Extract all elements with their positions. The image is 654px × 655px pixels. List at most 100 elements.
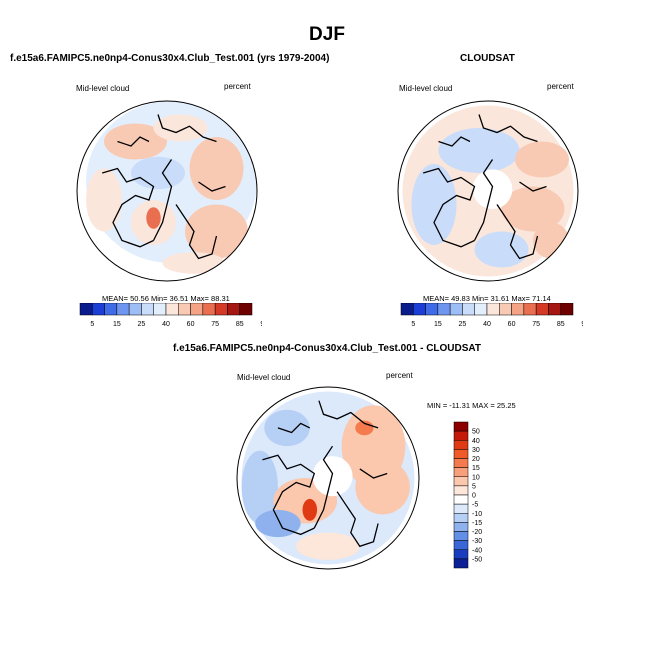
- colorbar-tick-label: 75: [211, 321, 219, 328]
- colorbar-tick-label: 85: [236, 321, 244, 328]
- colorbar-swatch: [453, 449, 469, 459]
- colorbar-swatch: [462, 303, 475, 316]
- colorbar-tick-label: 75: [532, 321, 540, 328]
- coastline: [496, 204, 539, 260]
- colorbar-tick-label: 50: [472, 429, 480, 436]
- panel-3-variable: Mid-level cloud: [237, 373, 291, 382]
- colorbar-swatch: [128, 303, 142, 316]
- coastline: [102, 167, 155, 248]
- colorbar-swatch: [104, 303, 118, 316]
- coastline: [117, 136, 150, 147]
- colorbar-tick-label: 40: [483, 321, 491, 328]
- coastline: [478, 114, 538, 143]
- colorbar-tick-label: 10: [472, 474, 480, 481]
- coastline: [359, 468, 388, 479]
- field-region: [162, 252, 226, 274]
- colorbar-swatch: [202, 303, 216, 316]
- colorbar-swatch: [474, 303, 488, 316]
- field-layer: [241, 391, 415, 565]
- colorbar-tick-label: 15: [472, 465, 480, 472]
- coastline: [198, 181, 226, 192]
- colorbar-tick-label: 95: [581, 321, 583, 328]
- field-region: [189, 137, 244, 200]
- colorbar-swatch: [535, 303, 549, 316]
- colorbar-tick-label: -5: [472, 502, 478, 509]
- colorbar-swatch: [178, 303, 191, 316]
- field-region: [264, 409, 310, 447]
- panel-3-title: f.e15a6.FAMIPC5.ne0np4-Conus30x4.Club_Te…: [172, 343, 482, 354]
- colorbar-swatch: [425, 303, 439, 316]
- colorbar-tick-label: 60: [508, 321, 516, 328]
- field-region: [302, 498, 318, 521]
- coastline: [152, 159, 173, 241]
- panel-2-variable: Mid-level cloud: [399, 84, 453, 93]
- field-region: [515, 141, 569, 178]
- colorbar-swatch: [453, 430, 469, 441]
- map-border: [236, 386, 420, 570]
- colorbar-swatch: [437, 303, 451, 316]
- panel-3-polar-map: [236, 386, 420, 570]
- colorbar-swatch: [511, 303, 525, 316]
- field-region: [146, 207, 161, 229]
- field-region: [438, 128, 520, 173]
- colorbar-swatch: [190, 303, 204, 316]
- colorbar-tick-label: 15: [113, 321, 121, 328]
- panel-2-polar-map: [397, 100, 579, 282]
- colorbar-tick-label: -20: [472, 529, 482, 536]
- colorbar-swatch: [453, 503, 469, 514]
- panel-3-stats: MIN = -11.31 MAX = 25.25: [427, 401, 516, 410]
- coastline: [262, 454, 316, 536]
- colorbar-swatch: [499, 303, 512, 316]
- colorbar-tick-label: 5: [472, 483, 476, 490]
- coastline: [175, 204, 218, 260]
- panel-2-units: percent: [547, 82, 574, 91]
- no-data-region: [472, 169, 513, 209]
- field-region: [355, 459, 410, 515]
- colorbar-swatch: [214, 303, 228, 316]
- coastline: [318, 400, 379, 429]
- field-region: [153, 114, 208, 142]
- coastline: [423, 167, 476, 248]
- colorbar-tick-label: 40: [162, 321, 170, 328]
- colorbar-swatch: [523, 303, 537, 316]
- coastline: [438, 136, 471, 147]
- colorbar-swatch: [116, 303, 130, 316]
- colorbar-tick-label: -40: [472, 547, 482, 554]
- field-region: [296, 532, 360, 560]
- map-border: [76, 100, 258, 282]
- colorbar-tick-label: 5: [411, 321, 415, 328]
- coastline: [277, 422, 311, 434]
- colorbar-swatch: [227, 303, 240, 316]
- colorbar-swatch: [400, 303, 414, 316]
- field-region: [501, 186, 565, 232]
- colorbar-tick-label: 85: [557, 321, 565, 328]
- colorbar-tick-label: 25: [138, 321, 146, 328]
- field-region: [411, 164, 457, 245]
- colorbar-tick-label: 25: [459, 321, 467, 328]
- panel-2-colorbar: 5 15 25 40 60 75 85 95: [400, 303, 583, 328]
- coastline: [157, 114, 217, 143]
- colorbar-swatch: [560, 303, 574, 316]
- colorbar-swatch: [239, 303, 253, 316]
- colorbar-tick-label: 40: [472, 438, 480, 445]
- colorbar-swatch: [548, 303, 561, 316]
- colorbar-tick-label: -10: [472, 511, 482, 518]
- colorbar-tick-label: 60: [187, 321, 195, 328]
- panel-1-title: f.e15a6.FAMIPC5.ne0np4-Conus30x4.Club_Te…: [10, 53, 330, 64]
- coastline: [336, 491, 379, 548]
- colorbar-swatch: [153, 303, 167, 316]
- colorbar-swatch: [453, 531, 469, 541]
- field-region: [241, 450, 278, 524]
- panel-3-units: percent: [386, 371, 413, 380]
- no-data-region: [312, 456, 353, 497]
- field-region: [185, 204, 248, 259]
- colorbar-tick-label: 15: [434, 321, 442, 328]
- colorbar-swatch: [453, 440, 469, 450]
- coastline: [473, 159, 494, 241]
- colorbar-swatch: [453, 476, 469, 487]
- colorbar-swatch: [453, 558, 469, 569]
- colorbar-tick-label: 5: [90, 321, 94, 328]
- colorbar-swatch: [453, 540, 469, 550]
- colorbar-tick-label: 20: [472, 456, 480, 463]
- panel-1-units: percent: [224, 82, 251, 91]
